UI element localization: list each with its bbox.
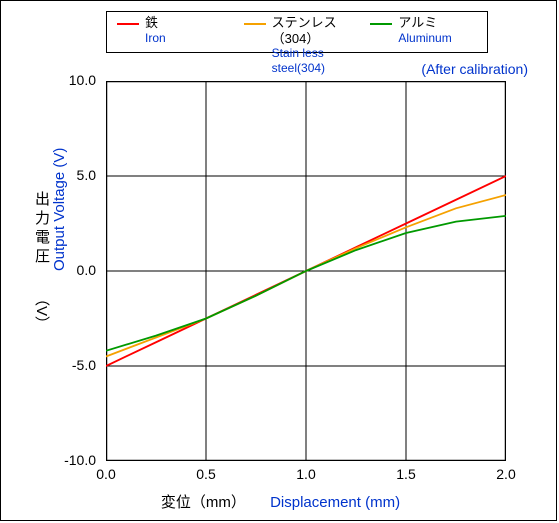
y-tick-3: 5.0 <box>36 167 96 183</box>
legend-item-2: アルミAluminum <box>360 12 487 52</box>
legend-en-0: Iron <box>145 31 166 45</box>
x-tick-1: 0.5 <box>196 466 215 482</box>
legend-swatch-2 <box>370 23 392 25</box>
x-tick-3: 1.5 <box>396 466 415 482</box>
legend-jp-1: ステンレス（304） <box>272 15 355 46</box>
x-axis-labels: 変位（mm） Displacement (mm) <box>1 491 559 512</box>
plot-area <box>106 81 506 461</box>
x-tick-0: 0.0 <box>96 466 115 482</box>
y-tick-1: -5.0 <box>36 357 96 373</box>
legend-swatch-1 <box>244 23 266 25</box>
y-tick-0: -10.0 <box>36 452 96 468</box>
y-tick-2: 0.0 <box>36 262 96 278</box>
legend-jp-2: アルミ <box>398 15 451 31</box>
legend: 鉄Iron ステンレス（304）Stain less steel(304) アルミA… <box>106 11 488 53</box>
legend-text-0: 鉄Iron <box>145 15 166 45</box>
x-tick-2: 1.0 <box>296 466 315 482</box>
legend-en-2: Aluminum <box>398 31 451 45</box>
legend-item-0: 鉄Iron <box>107 12 234 52</box>
y-axis-label-jp: 出力電圧 <box>31 191 52 267</box>
legend-text-2: アルミAluminum <box>398 15 451 45</box>
y-axis-unit-jp: （V） <box>31 291 52 331</box>
y-tick-4: 10.0 <box>36 72 96 88</box>
chart-frame: 鉄Iron ステンレス（304）Stain less steel(304) アルミA… <box>0 0 557 521</box>
legend-en-1: Stain less steel(304) <box>272 46 355 75</box>
plot-svg <box>106 81 506 461</box>
legend-item-1: ステンレス（304）Stain less steel(304) <box>234 12 361 52</box>
legend-jp-0: 鉄 <box>145 15 166 31</box>
legend-text-1: ステンレス（304）Stain less steel(304) <box>272 15 355 75</box>
x-tick-4: 2.0 <box>496 466 515 482</box>
x-axis-label-en: Displacement (mm) <box>270 494 400 511</box>
x-axis-label-jp: 変位（mm） <box>161 494 246 511</box>
legend-swatch-0 <box>117 23 139 25</box>
calibration-note: (After calibration) <box>421 61 528 77</box>
